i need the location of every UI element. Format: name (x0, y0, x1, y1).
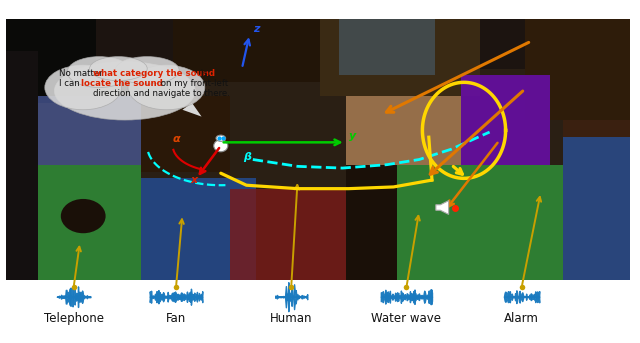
Ellipse shape (61, 199, 106, 233)
Text: on my front-left: on my front-left (158, 79, 228, 88)
Polygon shape (346, 96, 461, 189)
Polygon shape (563, 69, 630, 280)
Text: is,: is, (198, 69, 211, 78)
Text: locate the sound: locate the sound (81, 79, 163, 88)
Ellipse shape (128, 65, 205, 110)
Ellipse shape (115, 57, 179, 84)
Polygon shape (339, 19, 435, 75)
Text: what category the sound: what category the sound (93, 69, 215, 78)
Text: Alarm: Alarm (504, 312, 539, 326)
Text: Human: Human (270, 312, 312, 326)
Text: x: x (190, 175, 197, 185)
Polygon shape (461, 75, 550, 165)
Text: β: β (243, 152, 251, 162)
Ellipse shape (216, 135, 226, 141)
Polygon shape (6, 19, 96, 103)
Text: z: z (253, 24, 259, 34)
Text: Water wave: Water wave (371, 312, 442, 326)
Ellipse shape (67, 57, 131, 87)
Text: α: α (173, 134, 180, 144)
Ellipse shape (90, 57, 147, 81)
Polygon shape (173, 19, 384, 82)
Polygon shape (563, 137, 630, 280)
Polygon shape (6, 19, 630, 69)
Polygon shape (38, 96, 141, 165)
Polygon shape (6, 19, 630, 280)
Polygon shape (230, 189, 365, 280)
Text: direction and navigate to there.: direction and navigate to there. (93, 89, 230, 98)
Text: Fan: Fan (166, 312, 186, 326)
Polygon shape (346, 165, 397, 280)
Text: Telephone: Telephone (44, 312, 104, 326)
Polygon shape (525, 19, 630, 120)
Polygon shape (141, 178, 256, 280)
Polygon shape (38, 165, 141, 280)
Ellipse shape (54, 62, 195, 120)
Text: I can: I can (59, 79, 83, 88)
Polygon shape (182, 103, 202, 117)
Polygon shape (6, 51, 38, 280)
Text: No matter: No matter (59, 69, 106, 78)
Ellipse shape (45, 65, 122, 110)
Polygon shape (141, 96, 230, 172)
Ellipse shape (214, 140, 228, 152)
Polygon shape (436, 201, 449, 214)
Polygon shape (320, 19, 480, 96)
Polygon shape (397, 165, 563, 280)
Text: y: y (349, 131, 356, 141)
